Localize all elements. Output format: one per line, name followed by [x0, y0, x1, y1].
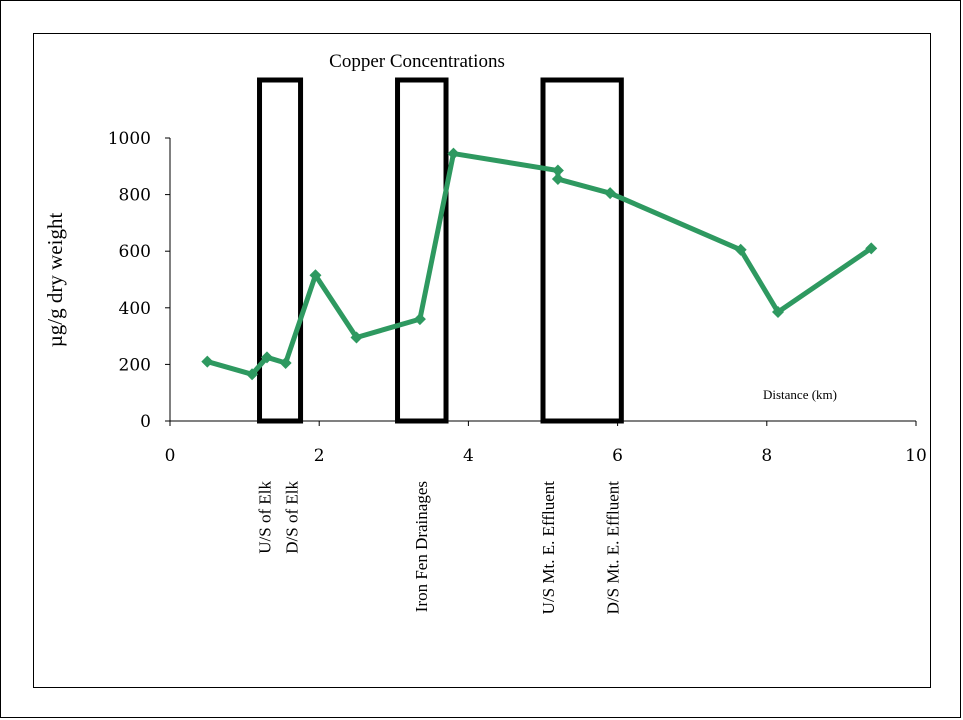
- data-point-marker: [260, 351, 273, 364]
- data-point-marker: [865, 242, 878, 255]
- data-point-marker: [246, 368, 259, 381]
- data-point-marker: [551, 173, 564, 186]
- y-tick-label: 800: [119, 186, 151, 206]
- data-point-marker: [413, 313, 426, 326]
- x-tick-label: 4: [463, 446, 474, 466]
- region-label: U/S of Elk: [256, 481, 275, 554]
- y-tick-label: 200: [119, 355, 151, 375]
- data-point-marker: [551, 164, 564, 177]
- x-axis-label: Distance (km): [763, 387, 837, 402]
- data-point-marker: [350, 331, 363, 344]
- data-point-marker: [604, 187, 617, 200]
- region-label: D/S of Elk: [283, 481, 302, 554]
- region-label: U/S Mt. E. Effluent: [539, 481, 558, 615]
- data-point-marker: [279, 356, 292, 369]
- y-tick-label: 400: [119, 299, 151, 319]
- x-tick-label: 0: [165, 446, 176, 466]
- y-axis-label: µg/g dry weight: [43, 213, 67, 348]
- region-box: [257, 77, 304, 424]
- data-point-marker: [309, 269, 322, 282]
- y-tick-label: 600: [119, 242, 151, 262]
- x-tick-label: 6: [612, 446, 623, 466]
- data-point-marker: [447, 147, 460, 160]
- chart-title: Copper Concentrations: [329, 51, 505, 72]
- data-point-marker: [734, 243, 747, 256]
- data-point-marker: [201, 355, 214, 368]
- chart-area-frame: [33, 33, 931, 688]
- region-box: [395, 77, 449, 424]
- x-tick-label: 8: [761, 446, 772, 466]
- region-label: D/S Mt. E. Effluent: [603, 481, 622, 615]
- data-point-marker: [771, 306, 784, 319]
- region-box: [540, 77, 624, 424]
- region-label: Iron Fen Drainages: [412, 481, 431, 612]
- x-tick-label: 2: [314, 446, 325, 466]
- series-line: [204, 151, 874, 377]
- y-tick-label: 1000: [108, 129, 151, 149]
- y-tick-label: 0: [140, 412, 151, 432]
- x-tick-label: 10: [905, 446, 927, 466]
